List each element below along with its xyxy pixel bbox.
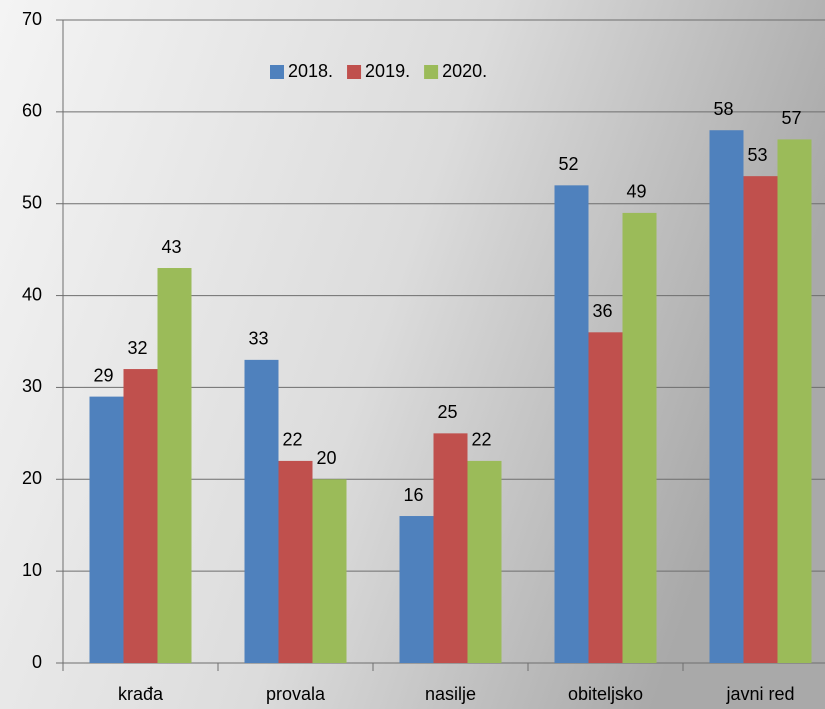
y-tick-label: 40: [22, 284, 42, 304]
bar: [622, 212, 657, 663]
data-label: 36: [592, 301, 612, 321]
data-label: 25: [437, 402, 457, 422]
bar: [157, 268, 192, 663]
bar: [467, 460, 502, 663]
data-label: 20: [316, 448, 336, 468]
legend-label: 2018.: [288, 61, 333, 81]
x-tick-label: obiteljsko: [568, 684, 643, 704]
data-label: 32: [127, 338, 147, 358]
bar: [554, 185, 589, 664]
y-tick-label: 30: [22, 376, 42, 396]
data-label: 58: [713, 99, 733, 119]
data-label: 22: [471, 430, 491, 450]
bar: [588, 332, 623, 663]
bar: [312, 479, 347, 663]
data-label: 22: [282, 430, 302, 450]
bar: [278, 460, 313, 663]
data-label: 16: [403, 485, 423, 505]
x-tick-label: provala: [266, 684, 326, 704]
bar: [433, 433, 468, 663]
y-tick-label: 50: [22, 192, 42, 212]
data-label: 53: [747, 145, 767, 165]
bar: [399, 516, 434, 663]
data-label: 57: [781, 108, 801, 128]
y-tick-label: 10: [22, 560, 42, 580]
bar: [777, 139, 812, 663]
x-tick-label: krađa: [118, 684, 164, 704]
bar: [244, 359, 279, 663]
y-tick-label: 20: [22, 468, 42, 488]
bar: [709, 130, 744, 663]
y-tick-label: 70: [22, 9, 42, 29]
data-label: 33: [248, 329, 268, 349]
data-label: 52: [558, 154, 578, 174]
legend-swatch: [424, 65, 439, 79]
y-tick-label: 0: [32, 652, 42, 672]
bar: [123, 369, 158, 663]
data-label: 43: [161, 237, 181, 257]
y-tick-label: 60: [22, 101, 42, 121]
x-tick-label: javni red: [725, 684, 794, 704]
x-tick-label: nasilje: [425, 684, 476, 704]
legend-swatch: [270, 65, 284, 79]
data-label: 29: [93, 365, 113, 385]
legend-label: 2019.: [365, 61, 410, 81]
bar: [743, 176, 778, 663]
plot-area: 0 10 20 30 40 50 60 70 krađa 29 32 43 provala 33 22 20 n…: [22, 9, 825, 704]
bar: [89, 396, 124, 663]
legend-swatch: [347, 65, 362, 79]
data-label: 49: [626, 182, 646, 202]
legend-label: 2020.: [442, 61, 487, 81]
